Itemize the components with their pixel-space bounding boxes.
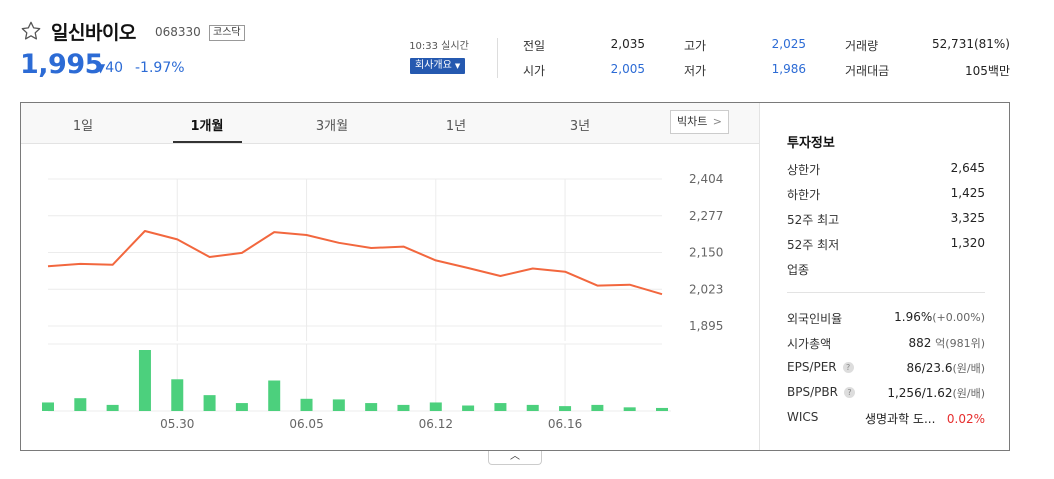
- volume-bar: [171, 379, 184, 411]
- high52-label: 52주 최고: [787, 213, 840, 227]
- price-line: [47, 230, 663, 296]
- price-change: ▼40: [96, 60, 123, 76]
- chevron-up-icon: ︿: [510, 451, 520, 462]
- wics-rate: 0.02%: [946, 412, 985, 426]
- tab-1-month[interactable]: 1개월: [190, 119, 224, 134]
- header-divider: [497, 38, 498, 78]
- active-tab-indicator: [173, 141, 242, 143]
- tab-3-year[interactable]: 3년: [569, 119, 591, 134]
- panel-divider: [759, 103, 760, 450]
- amount-value: 105백만: [965, 64, 1010, 78]
- invest-info-divider: [787, 292, 985, 293]
- y-tick-label: 2,277: [689, 209, 723, 223]
- prev-close-value: 2,035: [610, 37, 645, 51]
- lower-limit-value: 1,425: [950, 186, 985, 200]
- market-cap-rank: 억(981위): [935, 337, 985, 350]
- low52-label: 52주 최저: [787, 238, 840, 252]
- invest-info-title: 투자정보: [787, 136, 835, 151]
- low-label: 저가: [684, 64, 707, 78]
- open-value: 2,005: [610, 62, 645, 76]
- volume-bar: [429, 402, 442, 411]
- foreign-ratio-change: (+0.00%): [932, 311, 985, 324]
- volume-bar: [268, 380, 281, 411]
- volume-bar: [203, 395, 216, 411]
- volume-value: 52,731(81%): [931, 37, 1010, 51]
- help-icon[interactable]: ?: [843, 387, 855, 398]
- volume-bar: [494, 403, 507, 411]
- market-cap-value: 882: [908, 336, 932, 350]
- realtime-timestamp: 10:33 실시간: [409, 41, 469, 52]
- tab-1-day[interactable]: 1일: [72, 119, 94, 134]
- volume-bar: [526, 404, 539, 411]
- volume-label: 거래량: [845, 39, 879, 53]
- x-tick-label: 06.12: [419, 417, 453, 431]
- volume-bar: [42, 402, 54, 411]
- volume-bar: [623, 407, 636, 411]
- bps-pbr-label: BPS/PBR: [787, 385, 838, 399]
- volume-bar: [74, 398, 87, 411]
- stock-name: 일신바이오: [51, 22, 136, 44]
- y-tick-label: 2,404: [689, 172, 723, 186]
- period-tabs: 1일 1개월 3개월 1년 3년 빅차트 >: [21, 103, 759, 144]
- sector-label: 업종: [787, 263, 810, 277]
- x-tick-label: 06.16: [548, 417, 582, 431]
- y-tick-label: 2,023: [689, 282, 723, 296]
- prev-close-label: 전일: [523, 39, 546, 53]
- bps-pbr-unit: (원/배): [952, 387, 985, 400]
- volume-bar: [591, 404, 604, 411]
- foreign-ratio-value: 1.96%: [894, 310, 933, 324]
- market-cap-label: 시가총액: [787, 337, 832, 351]
- volume-bar: [300, 398, 313, 411]
- help-icon[interactable]: ?: [842, 362, 854, 373]
- high52-value: 3,325: [950, 211, 985, 225]
- price-chart: 2,404 2,277 2,150 2,023 1,895 05.30 06.05 06.12…: [42, 172, 723, 431]
- volume-bar: [332, 399, 345, 411]
- eps-per-label: EPS/PER: [787, 360, 837, 374]
- favorite-star-icon[interactable]: [20, 20, 42, 42]
- volume-bar: [462, 405, 475, 411]
- upper-limit-label: 상한가: [787, 163, 821, 177]
- current-price: 1,995: [20, 49, 103, 80]
- y-tick-label: 2,150: [689, 246, 723, 260]
- volume-bar: [559, 406, 572, 411]
- y-tick-label: 1,895: [689, 319, 723, 333]
- upper-limit-value: 2,645: [950, 161, 985, 175]
- low52-value: 1,320: [950, 236, 985, 250]
- chart-panel: 1일 1개월 3개월 1년 3년 빅차트 > 2,404 2,277 2,150 2,0…: [20, 102, 1010, 451]
- company-overview-label: 회사개요: [415, 60, 452, 71]
- tab-3-month[interactable]: 3개월: [315, 119, 349, 134]
- collapse-toggle-button[interactable]: ︿: [488, 451, 542, 465]
- down-arrow-icon: ▼: [96, 61, 106, 75]
- foreign-ratio-label: 외국인비율: [787, 312, 843, 326]
- chevron-right-icon: >: [712, 115, 722, 128]
- change-value: 40: [105, 60, 124, 76]
- volume-bar: [397, 404, 410, 411]
- lower-limit-label: 하한가: [787, 188, 821, 202]
- wics-sector-link[interactable]: 생명과학 도...: [864, 412, 936, 426]
- market-badge: 코스닥: [209, 25, 245, 41]
- eps-per-value: 86/23.6: [906, 361, 953, 375]
- volume-bar: [656, 407, 668, 411]
- dropdown-triangle-icon: ▼: [454, 62, 461, 70]
- x-tick-label: 05.30: [160, 417, 194, 431]
- x-tick-label: 06.05: [289, 417, 323, 431]
- wics-label: WICS: [787, 410, 819, 424]
- high-value: 2,025: [771, 37, 806, 51]
- change-rate: -1.97%: [135, 60, 185, 76]
- volume-bar: [106, 404, 119, 411]
- volume-bar: [138, 350, 151, 411]
- high-label: 고가: [684, 39, 707, 53]
- amount-label: 거래대금: [845, 64, 890, 78]
- open-label: 시가: [523, 64, 546, 78]
- eps-per-unit: (원/배): [952, 362, 985, 375]
- big-chart-button[interactable]: 빅차트 >: [670, 110, 729, 134]
- tab-1-year[interactable]: 1년: [445, 119, 467, 134]
- bps-pbr-value: 1,256/1.62: [887, 386, 953, 400]
- volume-bar: [235, 403, 248, 411]
- big-chart-label: 빅차트: [677, 115, 708, 128]
- volume-bar: [365, 403, 378, 411]
- company-overview-button[interactable]: 회사개요 ▼: [410, 58, 466, 74]
- stock-code: 068330: [155, 25, 201, 39]
- low-value: 1,986: [771, 62, 806, 76]
